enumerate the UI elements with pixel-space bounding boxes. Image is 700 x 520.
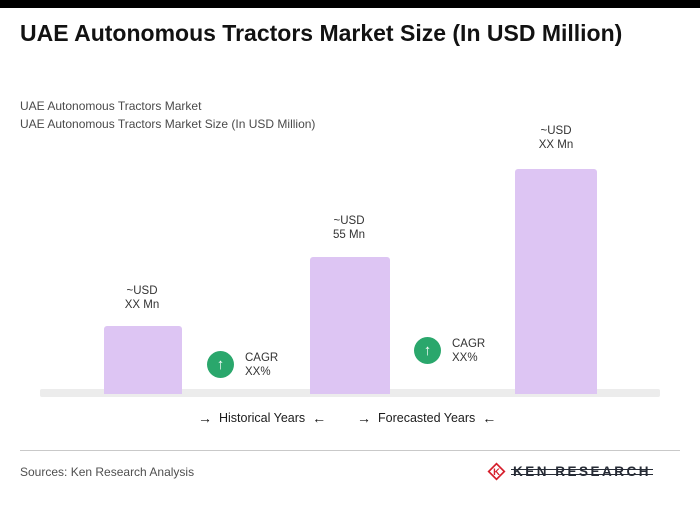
ken-research-logo: K KEN RESEARCH bbox=[487, 462, 654, 481]
bar-value-line: 55 Mn bbox=[333, 229, 365, 241]
logo-line bbox=[511, 469, 654, 470]
axis-label-text: Historical Years bbox=[219, 411, 306, 425]
right-arrow-icon: → bbox=[198, 410, 212, 426]
sources-note: Sources: Ken Research Analysis bbox=[20, 465, 195, 479]
bar-value-line: ~USD bbox=[126, 285, 158, 297]
cagr-label: CAGR bbox=[452, 338, 486, 350]
axis-label-forecasted-years: → Forecasted Years ← bbox=[357, 410, 496, 426]
bar-value-line: ~USD bbox=[333, 215, 365, 227]
bar-value-label-historical: ~USD XX Mn bbox=[82, 284, 202, 312]
bar-value-line: ~USD bbox=[540, 125, 572, 137]
cagr-text: CAGR XX% bbox=[245, 351, 278, 379]
chart-subtitle-line1: UAE Autonomous Tractors Market bbox=[20, 99, 202, 113]
right-arrow-icon: → bbox=[357, 410, 371, 426]
bar-value-line: XX Mn bbox=[538, 139, 574, 151]
axis-label-text: Forecasted Years bbox=[378, 411, 476, 425]
ken-research-logo-icon: K bbox=[487, 462, 506, 481]
cagr-value: XX% bbox=[245, 366, 271, 378]
bar-base-year bbox=[310, 257, 390, 394]
chart-subtitle-line2: UAE Autonomous Tractors Market Size (In … bbox=[20, 117, 316, 131]
cagr-text: CAGR XX% bbox=[452, 337, 485, 365]
cagr-badge-forecast: ↑ CAGR XX% bbox=[414, 337, 485, 365]
axis-label-historical-years: → Historical Years ← bbox=[198, 410, 326, 426]
bar-forecast bbox=[515, 169, 597, 394]
bar-historical bbox=[104, 326, 182, 394]
logo-text: KEN RESEARCH bbox=[513, 464, 652, 479]
cagr-label: CAGR bbox=[245, 352, 279, 364]
logo-line bbox=[511, 474, 654, 475]
up-arrow-glyph: ↑ bbox=[423, 342, 432, 359]
bar-value-line: XX Mn bbox=[124, 299, 160, 311]
up-arrow-glyph: ↑ bbox=[216, 356, 225, 373]
logo-text-wrap: KEN RESEARCH bbox=[511, 464, 654, 479]
cagr-value: XX% bbox=[452, 352, 478, 364]
svg-text:K: K bbox=[493, 467, 500, 478]
page-title: UAE Autonomous Tractors Market Size (In … bbox=[20, 20, 623, 46]
top-accent-bar bbox=[0, 0, 700, 8]
cagr-badge-historical: ↑ CAGR XX% bbox=[207, 351, 278, 379]
footer-divider bbox=[20, 450, 680, 451]
bar-value-label-base-year: ~USD 55 Mn bbox=[289, 214, 409, 242]
cagr-up-icon: ↑ bbox=[207, 351, 234, 378]
left-arrow-icon: ← bbox=[482, 410, 497, 426]
bar-value-label-forecast: ~USD XX Mn bbox=[496, 124, 616, 152]
cagr-up-icon: ↑ bbox=[414, 337, 441, 364]
left-arrow-icon: ← bbox=[312, 410, 327, 426]
